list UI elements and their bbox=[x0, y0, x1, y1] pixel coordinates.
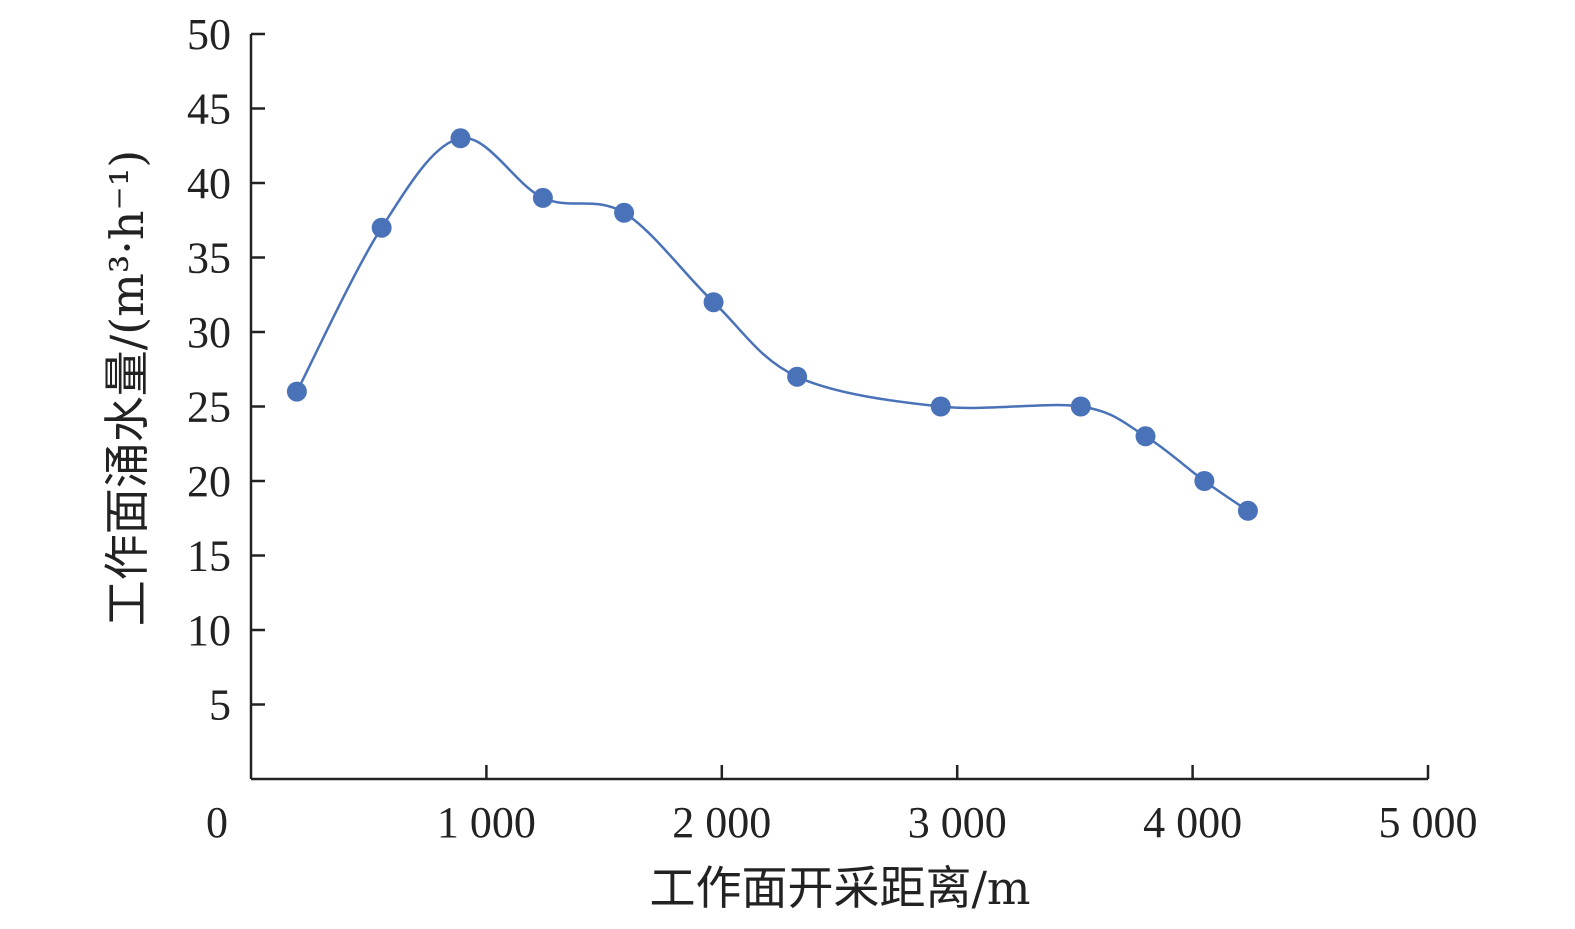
y-tick-label: 10 bbox=[187, 606, 231, 655]
y-tick-label: 40 bbox=[187, 159, 231, 208]
plot-area bbox=[286, 128, 1258, 521]
data-point bbox=[371, 217, 392, 238]
y-tick-label: 25 bbox=[187, 383, 231, 432]
x-tick-label: 1 000 bbox=[437, 798, 536, 847]
data-point bbox=[450, 128, 471, 149]
data-point bbox=[703, 292, 724, 313]
y-ticks: 5 10 15 20 25 30 35 40 45 50 bbox=[187, 10, 265, 730]
y-tick-label: 15 bbox=[187, 532, 231, 581]
x-axis-title: 工作面开采距离/m bbox=[649, 861, 1030, 915]
series-line bbox=[295, 137, 1249, 512]
x-ticks: 0 1 000 2 000 3 000 4 000 5 000 bbox=[206, 765, 1478, 847]
x-tick-label: 0 bbox=[206, 798, 228, 847]
y-tick-label: 5 bbox=[209, 681, 231, 730]
data-point bbox=[1135, 426, 1156, 447]
data-point bbox=[614, 202, 635, 223]
data-point bbox=[1237, 500, 1258, 521]
y-tick-label: 50 bbox=[187, 10, 231, 59]
y-tick-label: 20 bbox=[187, 457, 231, 506]
y-tick-label: 30 bbox=[187, 308, 231, 357]
data-point bbox=[532, 187, 553, 208]
data-point bbox=[787, 366, 808, 387]
y-tick-label: 35 bbox=[187, 234, 231, 283]
x-tick-label: 2 000 bbox=[672, 798, 771, 847]
x-tick-label: 5 000 bbox=[1379, 798, 1478, 847]
y-axis-title: 工作面涌水量/(m³·h⁻¹) bbox=[100, 150, 154, 626]
data-point bbox=[286, 381, 307, 402]
data-point bbox=[1070, 396, 1091, 417]
data-point bbox=[1194, 471, 1215, 491]
x-tick-label: 4 000 bbox=[1143, 798, 1242, 847]
axes bbox=[249, 34, 1428, 781]
y-tick-label: 45 bbox=[187, 85, 231, 134]
x-tick-label: 3 000 bbox=[908, 798, 1007, 847]
data-point bbox=[930, 396, 951, 417]
